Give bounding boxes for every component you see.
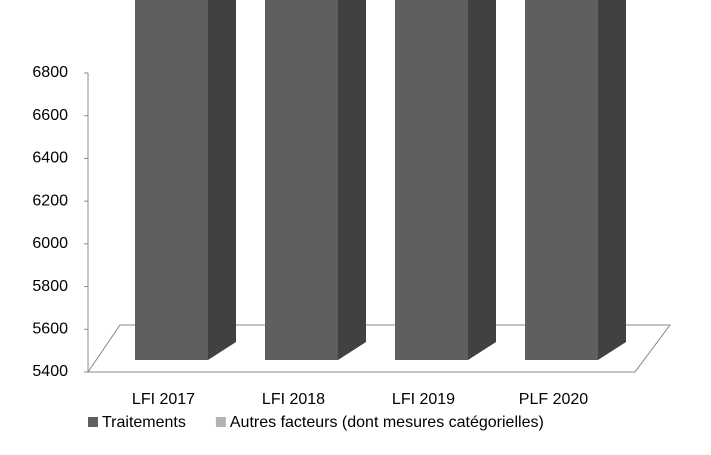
x-tick-label: LFI 2019 — [392, 391, 455, 408]
x-tick-label: LFI 2017 — [132, 391, 195, 408]
y-tick-label: 5400 — [32, 363, 68, 380]
y-tick-label: 5800 — [32, 278, 68, 295]
bar-side — [338, 0, 366, 360]
y-tick-label: 6400 — [32, 150, 68, 167]
x-tick-label: LFI 2018 — [262, 391, 325, 408]
bar-side — [468, 0, 496, 360]
y-tick-label: 5600 — [32, 321, 68, 338]
legend-swatch — [88, 417, 98, 427]
bar — [525, 0, 598, 361]
bar — [395, 0, 468, 361]
bar-side — [598, 0, 626, 360]
bar — [265, 0, 338, 361]
bar — [135, 0, 208, 360]
y-tick-label: 6200 — [32, 192, 68, 209]
legend-label: Autres facteurs (dont mesures catégoriel… — [230, 414, 544, 431]
legend-label: Traitements — [102, 414, 186, 431]
y-tick-label: 6600 — [32, 107, 68, 124]
legend-swatch — [215, 417, 226, 427]
bar-side — [208, 0, 236, 360]
y-tick-label: 6800 — [32, 64, 68, 81]
y-tick-label: 6000 — [32, 235, 68, 252]
x-tick-label: PLF 2020 — [519, 391, 588, 408]
